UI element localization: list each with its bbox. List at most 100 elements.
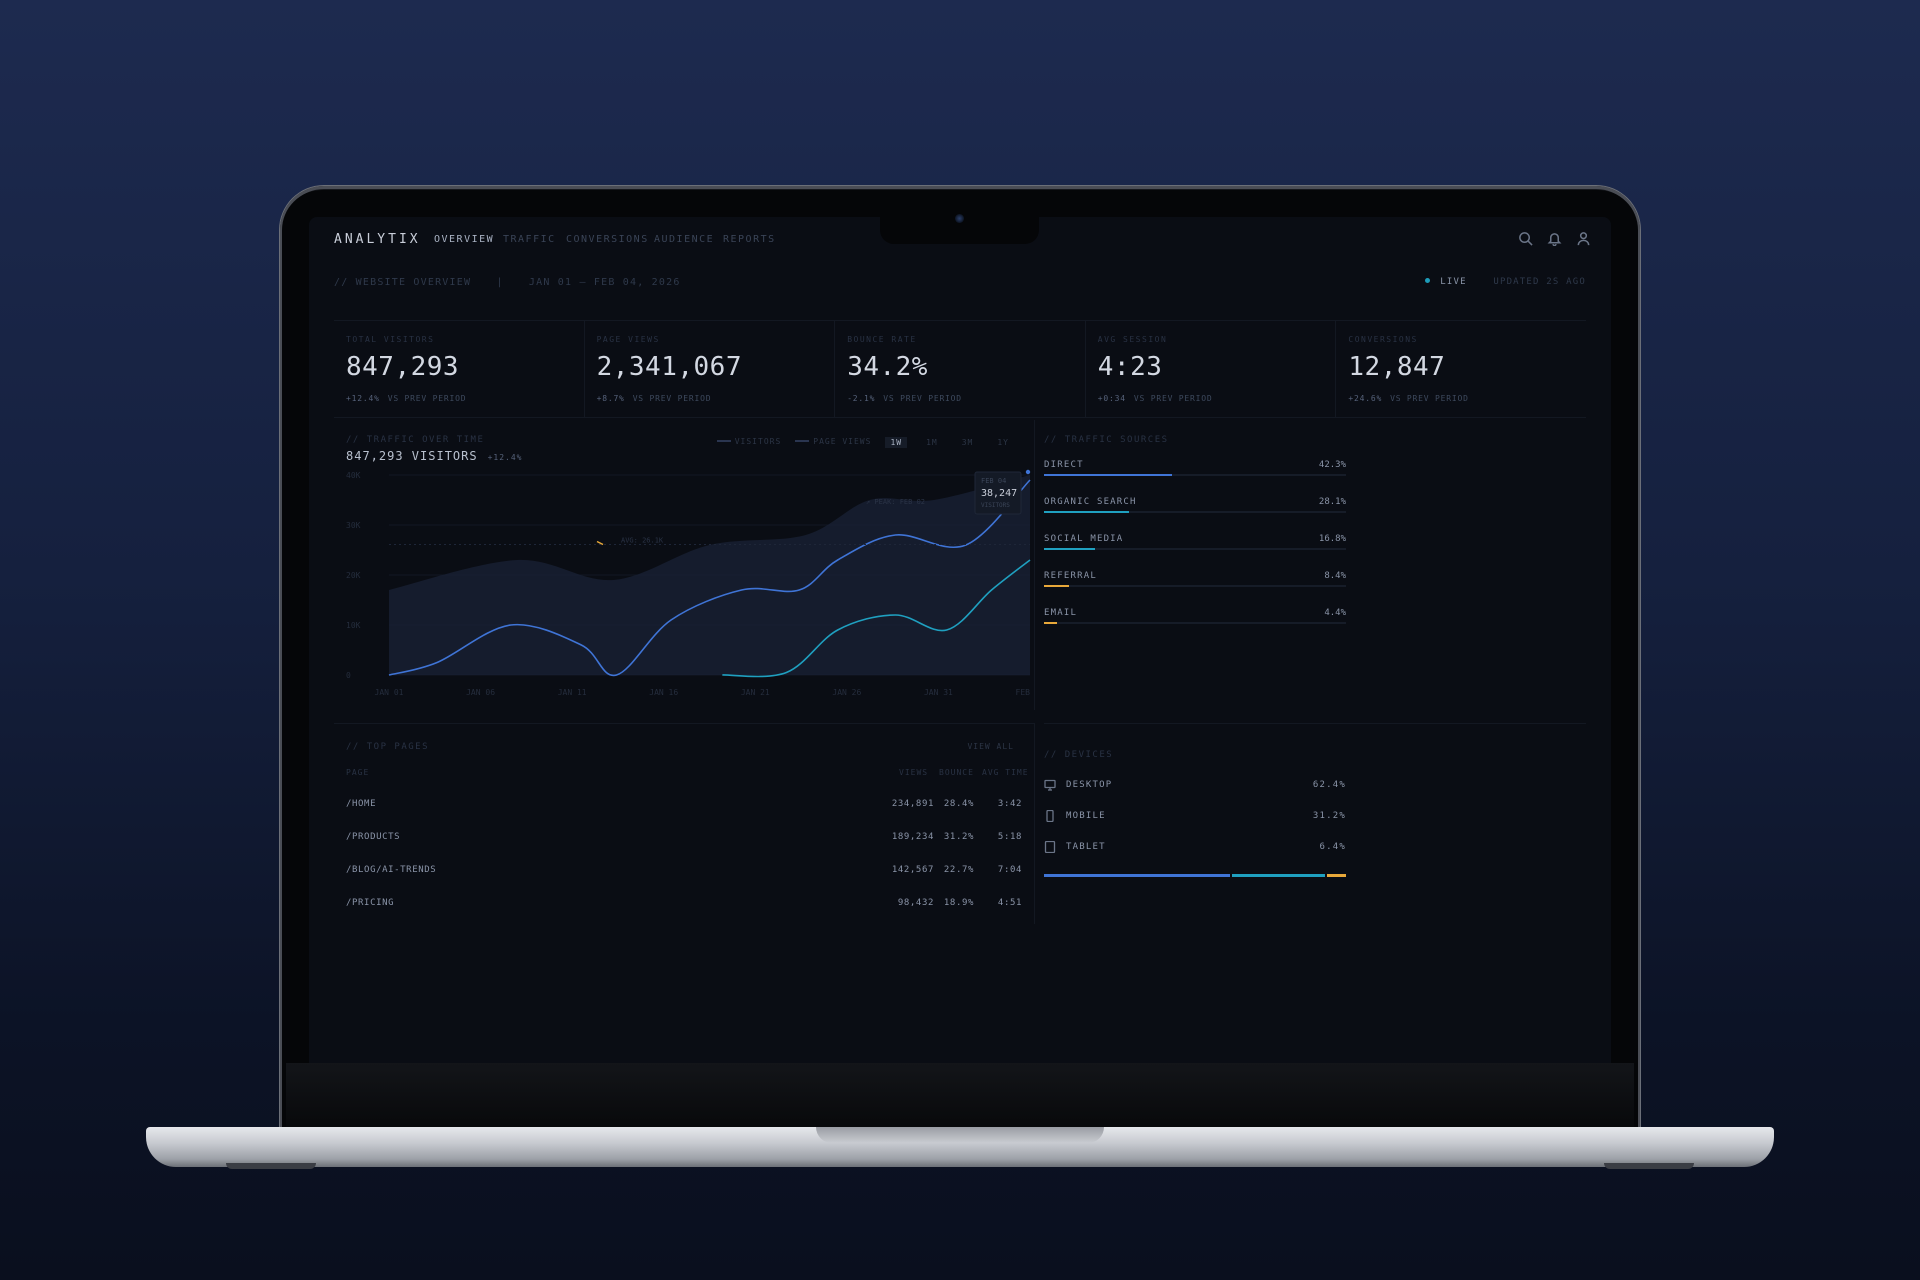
kpi-change: +12.4% <box>346 394 380 403</box>
column-header-bounce[interactable]: BOUNCE <box>939 768 974 777</box>
range-1w[interactable]: 1W <box>885 437 908 448</box>
source-bar <box>1044 511 1129 513</box>
source-row[interactable]: ORGANIC SEARCH 28.1% <box>1044 497 1346 527</box>
x-tick-label: JAN 31 <box>924 688 953 697</box>
tab-conversions[interactable]: CONVERSIONS <box>566 234 649 245</box>
page-path: /PRICING <box>346 898 395 908</box>
legend-visitors[interactable]: VISITORS <box>716 437 782 448</box>
page-views: 98,432 <box>897 898 934 908</box>
tab-audience[interactable]: AUDIENCE <box>654 234 715 245</box>
source-row[interactable]: SOCIAL MEDIA 16.8% <box>1044 534 1346 564</box>
source-percent: 28.1% <box>1318 497 1346 507</box>
column-header-page[interactable]: PAGE <box>346 768 370 777</box>
column-header-avg-time[interactable]: AVG TIME <box>982 768 1029 777</box>
brand-logo[interactable]: ANALYTIX <box>334 232 421 247</box>
source-name: SOCIAL MEDIA <box>1044 534 1124 544</box>
total-visitors: 847,293 VISITORS +12.4% <box>346 449 523 463</box>
laptop-chin <box>286 1063 1634 1127</box>
chart-header: // TRAFFIC OVER TIME 847,293 VISITORS +12… <box>346 435 523 463</box>
tab-traffic[interactable]: TRAFFIC <box>503 234 556 245</box>
page-views: 142,567 <box>891 865 934 875</box>
source-track <box>1044 548 1346 550</box>
device-name: DESKTOP <box>1066 780 1113 790</box>
range-3m[interactable]: 3M <box>961 438 974 447</box>
column-header-views[interactable]: VIEWS <box>899 768 929 777</box>
device-name: MOBILE <box>1066 811 1106 821</box>
page-views: 234,891 <box>891 799 934 809</box>
phone-icon <box>1046 810 1054 822</box>
table-row[interactable]: /HOME 234,891 28.4% 3:42 <box>346 799 1022 819</box>
source-percent: 16.8% <box>1318 534 1346 544</box>
search-icon[interactable] <box>1518 231 1533 246</box>
source-name: REFERRAL <box>1044 571 1097 581</box>
source-name: ORGANIC SEARCH <box>1044 497 1137 507</box>
device-row[interactable]: MOBILE 31.2% <box>1044 810 1346 831</box>
x-tick-label: JAN 21 <box>741 688 770 697</box>
source-bar <box>1044 474 1172 476</box>
legend-page-views[interactable]: PAGE VIEWS <box>795 437 871 448</box>
source-row[interactable]: DIRECT 42.3% <box>1044 460 1346 490</box>
date-range[interactable]: JAN 01 — FEB 04, 2026 <box>528 277 681 288</box>
x-tick-label: JAN 16 <box>649 688 678 697</box>
kpi-card[interactable]: TOTAL VISITORS 847,293 +12.4% VS PREV PER… <box>334 321 585 417</box>
source-row[interactable]: EMAIL 4.4% <box>1044 608 1346 638</box>
camera-icon <box>955 214 964 223</box>
device-percent: 62.4% <box>1312 780 1346 790</box>
panel-title: // DEVICES <box>1044 750 1114 760</box>
kpi-card[interactable]: CONVERSIONS 12,847 +24.6% VS PREV PERIOD <box>1336 321 1586 417</box>
device-name: TABLET <box>1066 842 1106 852</box>
visitors-line <box>388 479 1031 677</box>
table-row[interactable]: /BLOG/AI-TRENDS 142,567 22.7% 7:04 <box>346 865 1022 885</box>
range-1m[interactable]: 1M <box>926 438 938 447</box>
tab-overview[interactable]: OVERVIEW <box>434 234 495 245</box>
device-row[interactable]: TABLET 6.4% <box>1044 841 1346 862</box>
laptop-foot <box>1604 1163 1694 1169</box>
device-percent: 6.4% <box>1319 842 1346 852</box>
tablet-icon <box>1044 841 1056 853</box>
user-icon[interactable] <box>1576 231 1591 246</box>
range-1y[interactable]: 1Y <box>997 438 1009 447</box>
y-tick-label: 30K <box>346 521 361 530</box>
source-percent: 4.4% <box>1324 608 1346 618</box>
breadcrumb: // WEBSITE OVERVIEW | JAN 01 — FEB 04, 2… <box>334 277 699 288</box>
kpi-card[interactable]: AVG SESSION 4:23 +0:34 VS PREV PERIOD <box>1086 321 1337 417</box>
laptop-foot <box>226 1163 316 1169</box>
x-tick-label: FEB 04 <box>1016 688 1034 697</box>
table-row[interactable]: /PRODUCTS 189,234 31.2% 5:18 <box>346 832 1022 852</box>
source-track <box>1044 585 1346 587</box>
kpi-delta: -2.1% VS PREV PERIOD <box>847 394 1073 403</box>
kpi-card[interactable]: BOUNCE RATE 34.2% -2.1% VS PREV PERIOD <box>835 321 1086 417</box>
source-percent: 42.3% <box>1318 460 1346 470</box>
device-row[interactable]: DESKTOP 62.4% <box>1044 779 1346 800</box>
tab-reports[interactable]: REPORTS <box>723 234 776 245</box>
kpi-value: 12,847 <box>1348 352 1446 382</box>
source-row[interactable]: REFERRAL 8.4% <box>1044 571 1346 601</box>
table-row[interactable]: /PRICING 98,432 18.9% 4:51 <box>346 898 1022 918</box>
breadcrumb-separator: | <box>496 277 504 288</box>
x-tick-label: JAN 11 <box>558 688 587 697</box>
average-label: AVG: 26.1K <box>621 537 664 545</box>
kpi-value: 34.2% <box>847 352 928 382</box>
device-share-segment <box>1326 874 1346 877</box>
source-track <box>1044 474 1346 476</box>
source-bar <box>1044 548 1095 550</box>
confidence-band <box>389 475 1030 675</box>
laptop-open-notch <box>816 1127 1104 1143</box>
device-percent: 31.2% <box>1312 811 1346 821</box>
traffic-chart[interactable]: 40K 30K 20K 10K 0 JAN 01 JAN 06 JAN 11 JAN 16 JAN… <box>334 420 1034 710</box>
kpi-strip: TOTAL VISITORS 847,293 +12.4% VS PREV PER… <box>334 320 1586 418</box>
kpi-note: VS PREV PERIOD <box>1390 394 1469 403</box>
page-avg-time: 7:04 <box>997 865 1022 875</box>
source-name: DIRECT <box>1044 460 1084 470</box>
kpi-card[interactable]: PAGE VIEWS 2,341,067 +8.7% VS PREV PERIOD <box>585 321 836 417</box>
monitor-icon <box>1044 779 1056 791</box>
page-avg-time: 4:51 <box>997 898 1022 908</box>
device-share-segment <box>1044 874 1230 877</box>
kpi-change: +0:34 <box>1097 394 1126 403</box>
tooltip-date: FEB 04 <box>981 477 1006 485</box>
bell-icon[interactable] <box>1547 231 1562 246</box>
legend-label: PAGE VIEWS <box>813 437 872 446</box>
page-path: /BLOG/AI-TRENDS <box>346 865 437 875</box>
tooltip-point <box>1025 469 1031 475</box>
view-all-link[interactable]: VIEW ALL <box>967 742 1014 751</box>
